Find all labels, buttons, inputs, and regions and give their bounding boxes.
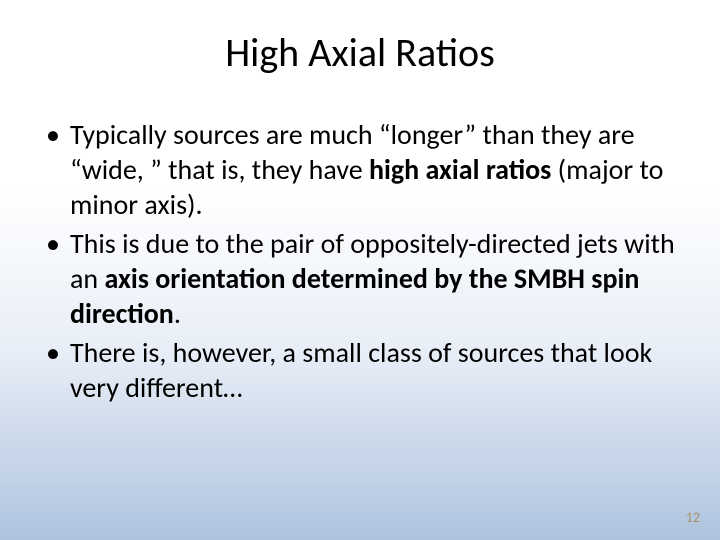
bullet-item: •There is, however, a small class of sou… [46, 335, 680, 405]
slide-content: •Typically sources are much “longer” tha… [40, 117, 680, 405]
bold-text: axis orientation determined by the SMBH … [70, 261, 639, 331]
bullet-text: This is due to the pair of oppositely-di… [70, 226, 680, 331]
bullet-text: Typically sources are much “longer” than… [70, 117, 680, 222]
bullet-marker: • [46, 335, 70, 370]
bullet-item: •Typically sources are much “longer” tha… [46, 117, 680, 222]
plain-text: . [174, 296, 181, 331]
plain-text: There is, however, a small class of sour… [70, 335, 652, 405]
bullet-marker: • [46, 226, 70, 261]
page-number: 12 [686, 509, 700, 526]
bold-text: high axial ratios [369, 152, 558, 187]
bullet-item: •This is due to the pair of oppositely-d… [46, 226, 680, 331]
slide-container: High Axial Ratios •Typically sources are… [0, 0, 720, 540]
bullet-marker: • [46, 117, 70, 152]
slide-title: High Axial Ratios [40, 28, 680, 77]
bullet-text: There is, however, a small class of sour… [70, 335, 680, 405]
